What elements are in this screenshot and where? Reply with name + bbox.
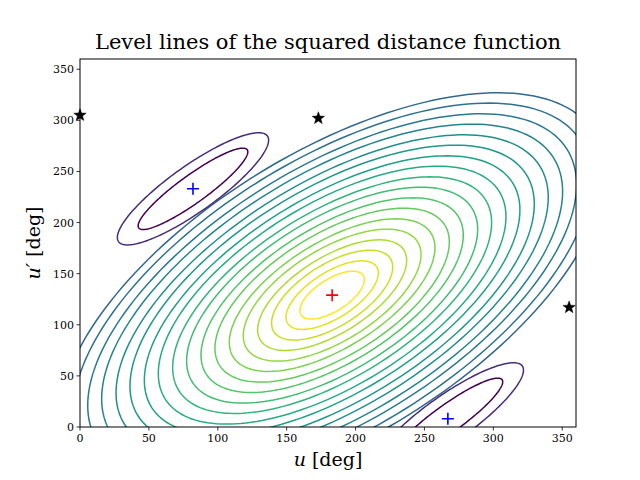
contour-line <box>130 145 534 427</box>
x-tick <box>424 427 425 431</box>
y-tick-label: 200 <box>53 217 74 230</box>
contour-line <box>243 229 421 361</box>
y-tick <box>77 120 81 121</box>
x-tick <box>286 427 287 431</box>
y-tick <box>77 69 81 70</box>
contour-line <box>173 177 492 414</box>
y-tick-label: 300 <box>53 114 74 127</box>
x-tick-label: 250 <box>414 432 435 445</box>
contour-line <box>201 198 463 393</box>
chart: 0 50 100 150 200 250 300 350 0 50 100 150 200 250 300 3… <box>0 0 640 480</box>
star-marker <box>74 109 86 121</box>
x-tick <box>355 427 356 431</box>
contour-line <box>300 271 364 319</box>
y-tick-label: 0 <box>67 421 74 434</box>
y-tick <box>77 427 81 428</box>
y-tick <box>77 324 81 325</box>
plus-marker <box>442 413 454 425</box>
x-tick-label: 0 <box>77 432 84 445</box>
x-tick-label: 350 <box>552 432 573 445</box>
x-tick-label: 100 <box>207 432 228 445</box>
plot-area <box>80 93 576 427</box>
star-marker <box>312 112 324 124</box>
x-tick <box>148 427 149 431</box>
x-tick <box>217 427 218 431</box>
x-tick <box>562 427 563 431</box>
y-tick-label: 100 <box>53 319 74 332</box>
markers <box>74 109 575 425</box>
y-tick <box>77 222 81 223</box>
plus-marker <box>187 183 199 195</box>
contour-line <box>117 133 268 245</box>
contour-line <box>88 114 576 427</box>
y-tick <box>77 273 81 274</box>
contour-line <box>116 135 548 427</box>
title: Level lines of the squared distance func… <box>95 30 561 54</box>
y-axis-label: u′ [deg] <box>22 207 44 280</box>
y-tick-label: 50 <box>60 370 74 383</box>
x-tick-label: 50 <box>142 432 156 445</box>
x-axis-label: u [deg] <box>294 448 363 470</box>
contour-line <box>272 250 393 340</box>
contour-line <box>80 93 576 427</box>
y-tick-label: 250 <box>53 165 74 178</box>
contour-line <box>229 219 435 372</box>
x-tick-label: 200 <box>345 432 366 445</box>
contour-line <box>80 103 576 427</box>
x-tick-label: 150 <box>276 432 297 445</box>
star-marker <box>563 301 575 313</box>
y-tick-label: 350 <box>53 63 74 76</box>
x-tick <box>493 427 494 431</box>
y-tick <box>77 375 81 376</box>
y-tick-label: 150 <box>53 268 74 281</box>
x-tick <box>80 427 81 431</box>
plus-marker <box>326 289 338 301</box>
contour-line <box>215 208 449 382</box>
y-tick <box>77 171 81 172</box>
contour-line <box>102 124 563 427</box>
contour-line <box>144 156 520 427</box>
x-tick-label: 300 <box>483 432 504 445</box>
plot-frame <box>80 59 576 427</box>
background <box>0 0 640 480</box>
contour-line <box>372 363 523 427</box>
